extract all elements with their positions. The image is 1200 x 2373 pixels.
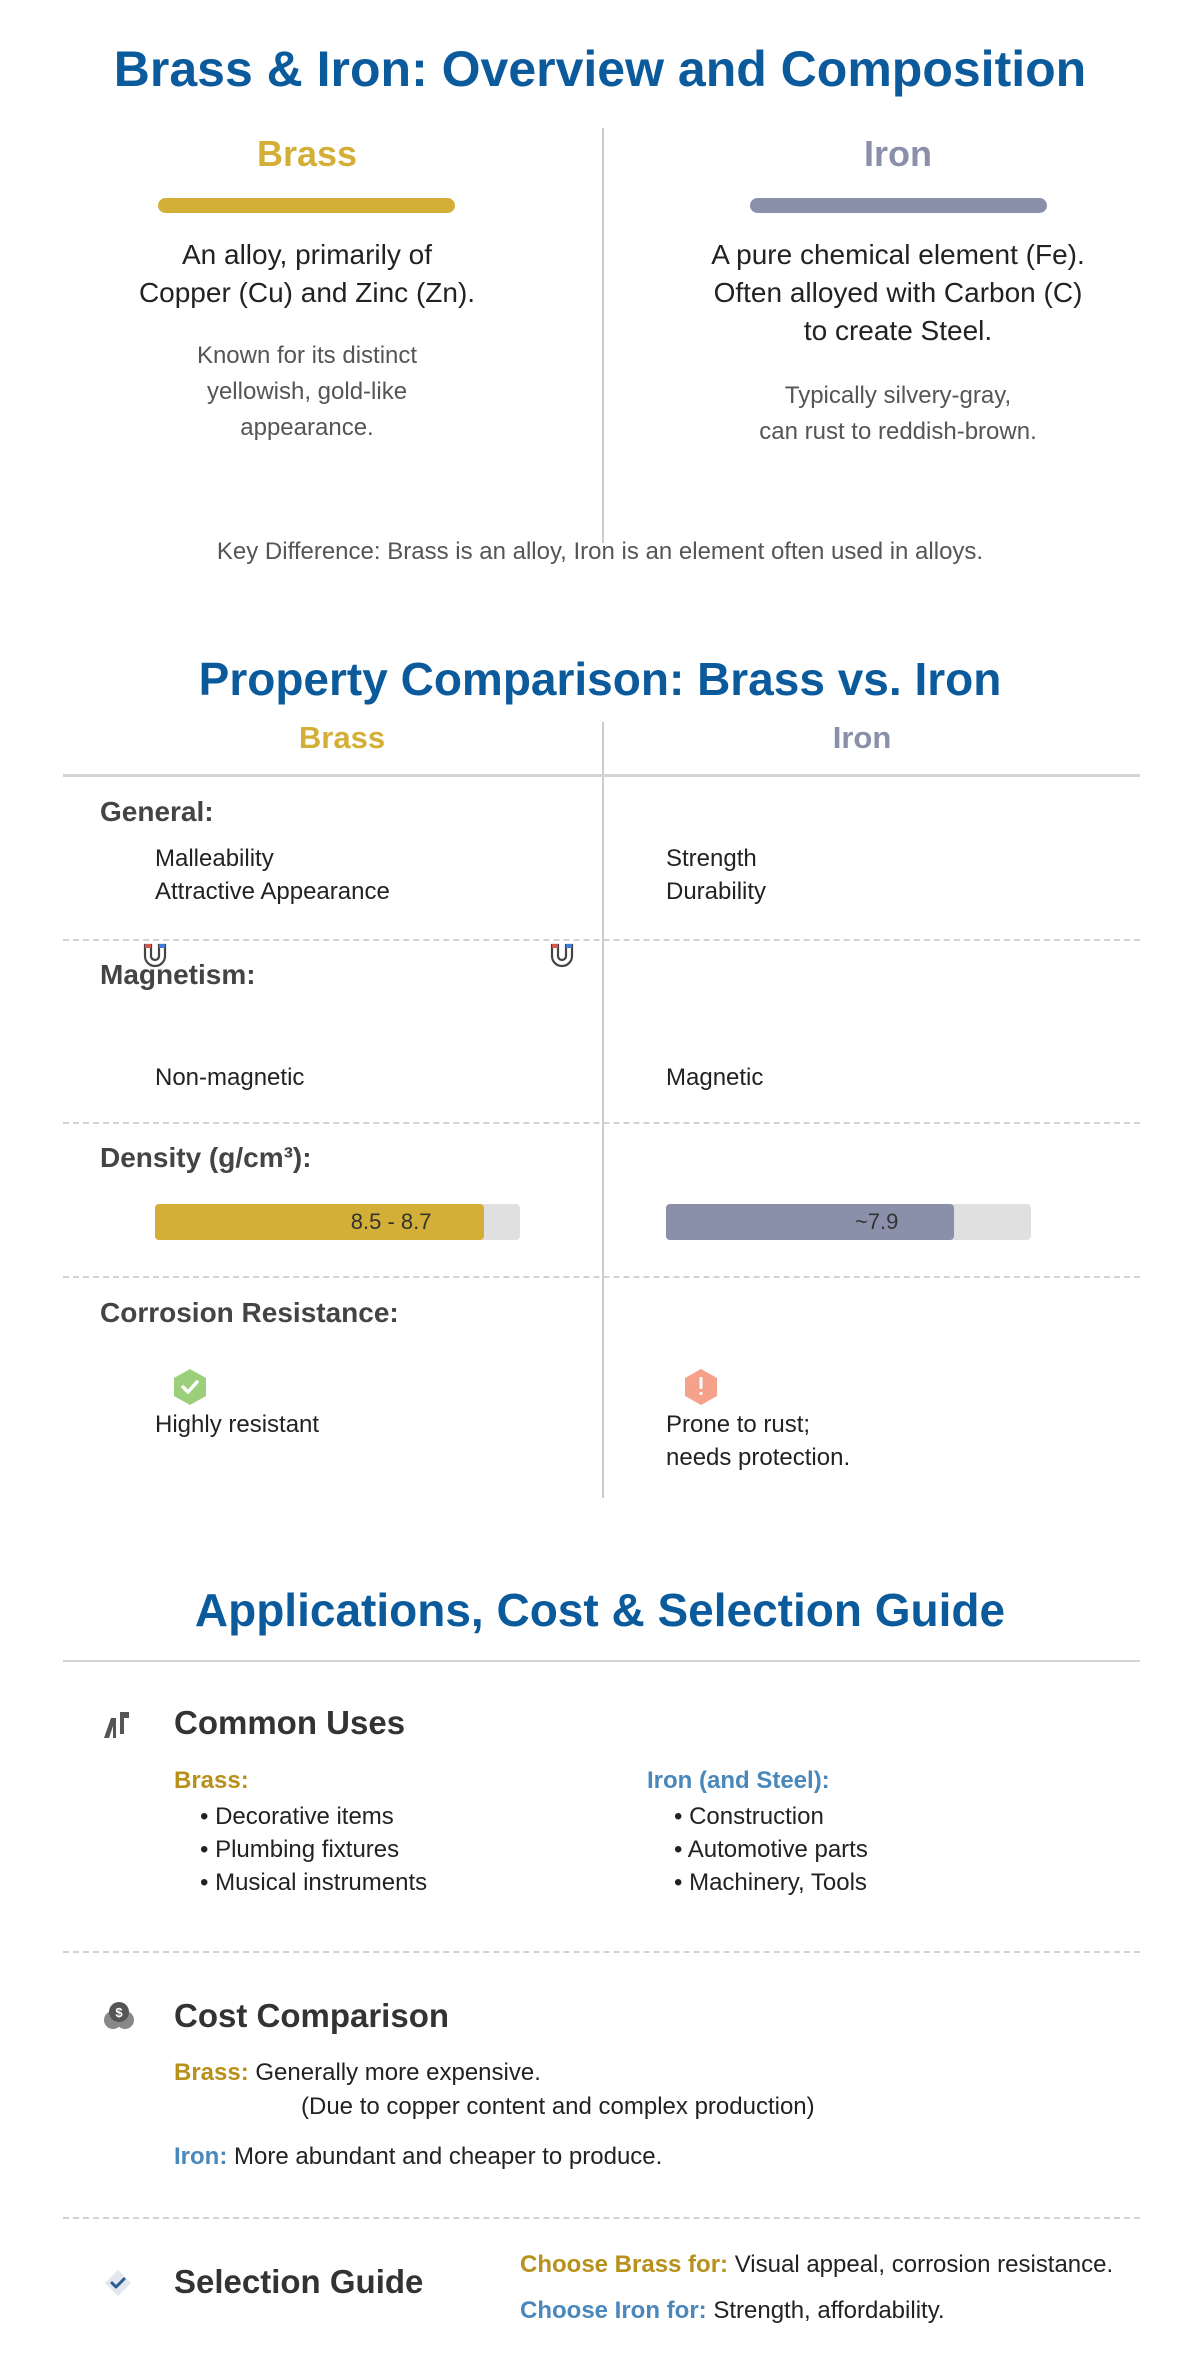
- section-divider: [63, 2217, 1140, 2219]
- iron-density-fill: ~7.9: [666, 1204, 955, 1240]
- cost-brass-note: (Due to copper content and complex produ…: [301, 2093, 815, 2120]
- list-item: • Plumbing fixtures: [200, 1836, 400, 1863]
- magnet-icon: [142, 942, 168, 970]
- uses-iron-label: Iron (and Steel):: [647, 1767, 830, 1794]
- list-item: • Musical instruments: [200, 1869, 428, 1896]
- brass-general-item: Malleability: [155, 845, 274, 872]
- corrosion-label: Corrosion Resistance:: [100, 1297, 399, 1328]
- iron-appearance: Typically silvery-gray, can rust to redd…: [648, 378, 1148, 450]
- brass-general-values: Malleability Attractive Appearance: [155, 842, 390, 908]
- list-item: • Automotive parts: [674, 1836, 868, 1863]
- overview-title: Brass & Iron: Overview and Composition: [113, 41, 1087, 97]
- checkmark-diamond-icon: [103, 2268, 133, 2298]
- section-divider: [63, 1951, 1140, 1953]
- iron-corrosion-line: Prone to rust;: [666, 1411, 811, 1438]
- choose-iron-label: Choose Iron for:: [520, 2297, 707, 2324]
- uses-brass-label: Brass:: [174, 1767, 249, 1794]
- magnet-icon: [549, 942, 575, 970]
- iron-general-values: Strength Durability: [666, 842, 766, 908]
- list-item: • Machinery, Tools: [674, 1869, 867, 1896]
- brass-appearance-line: yellowish, gold-like: [206, 378, 408, 405]
- choose-iron-line: Choose Iron for: Strength, affordability…: [520, 2297, 945, 2325]
- iron-description-line: A pure chemical element (Fe).: [711, 239, 1085, 270]
- iron-description-line: Often alloyed with Carbon (C): [713, 277, 1083, 308]
- brass-corrosion-value: Highly resistant: [155, 1411, 320, 1438]
- cost-brass-line: Brass: Generally more expensive.: [174, 2059, 541, 2087]
- cost-iron-line: Iron: More abundant and cheaper to produ…: [174, 2143, 662, 2171]
- iron-description-line: to create Steel.: [803, 315, 993, 346]
- brass-color-bar: [158, 198, 455, 213]
- comparison-divider: [602, 722, 604, 1498]
- cost-brass-text: Generally more expensive.: [255, 2059, 541, 2086]
- brass-description-line: Copper (Cu) and Zinc (Zn).: [138, 277, 476, 308]
- density-label: Density (g/cm³):: [100, 1142, 312, 1173]
- brass-description: An alloy, primarily of Copper (Cu) and Z…: [57, 236, 557, 312]
- brass-heading: Brass: [256, 133, 358, 174]
- iron-heading: Iron: [864, 133, 932, 174]
- cost-brass-label: Brass:: [174, 2059, 249, 2086]
- comparison-iron-heading: Iron: [832, 720, 892, 755]
- iron-description: A pure chemical element (Fe). Often allo…: [648, 236, 1148, 350]
- comparison-brass-heading: Brass: [298, 720, 386, 755]
- list-item: • Construction: [674, 1803, 824, 1830]
- key-difference: Key Difference: Brass is an alloy, Iron …: [216, 538, 984, 565]
- iron-corrosion-line: needs protection.: [666, 1444, 851, 1471]
- applications-title: Applications, Cost & Selection Guide: [194, 1584, 1006, 1636]
- overview-divider: [602, 128, 604, 543]
- svg-text:$: $: [115, 2005, 123, 2020]
- choose-brass-line: Choose Brass for: Visual appeal, corrosi…: [520, 2251, 1113, 2279]
- coins-icon: $: [102, 1998, 136, 2032]
- brass-appearance-line: Known for its distinct: [196, 342, 418, 369]
- brass-appearance-line: appearance.: [240, 414, 374, 441]
- brass-density-bar: 8.5 - 8.7: [155, 1204, 520, 1240]
- choose-brass-label: Choose Brass for:: [520, 2251, 729, 2278]
- tools-icon: [103, 1708, 135, 1740]
- cost-iron-text: More abundant and cheaper to produce.: [234, 2143, 663, 2170]
- iron-magnetism-value: Magnetic: [666, 1064, 764, 1091]
- general-label: General:: [100, 796, 214, 827]
- choose-iron-text: Strength, affordability.: [713, 2297, 945, 2324]
- brass-general-item: Attractive Appearance: [155, 878, 390, 905]
- cost-iron-label: Iron:: [174, 2143, 228, 2170]
- selection-title: Selection Guide: [174, 2263, 424, 2300]
- iron-appearance-line: can rust to reddish-brown.: [759, 418, 1037, 445]
- applications-rule: [63, 1660, 1140, 1662]
- iron-general-item: Strength: [666, 845, 757, 872]
- iron-density-value: ~7.9: [854, 1209, 899, 1234]
- row-divider: [63, 1122, 1140, 1124]
- iron-general-item: Durability: [666, 878, 767, 905]
- cost-title: Cost Comparison: [174, 1997, 450, 2034]
- list-item: • Decorative items: [200, 1803, 394, 1830]
- magnetism-label: Magnetism:: [100, 959, 256, 990]
- iron-color-bar: [750, 198, 1047, 213]
- warning-icon: [683, 1368, 719, 1406]
- row-divider: [63, 1276, 1140, 1278]
- common-uses-title: Common Uses: [174, 1704, 406, 1741]
- comparison-title: Property Comparison: Brass vs. Iron: [198, 653, 1002, 705]
- iron-uses-list: • Construction • Automotive parts • Mach…: [674, 1800, 868, 1899]
- brass-density-fill: 8.5 - 8.7: [155, 1204, 484, 1240]
- iron-appearance-line: Typically silvery-gray,: [784, 382, 1012, 409]
- iron-corrosion-value: Prone to rust; needs protection.: [666, 1408, 850, 1474]
- iron-density-bar: ~7.9: [666, 1204, 1031, 1240]
- brass-uses-list: • Decorative items • Plumbing fixtures •…: [200, 1800, 427, 1899]
- brass-description-line: An alloy, primarily of: [181, 239, 432, 270]
- brass-density-value: 8.5 - 8.7: [350, 1209, 432, 1234]
- comparison-header-rule: [63, 774, 1140, 777]
- choose-brass-text: Visual appeal, corrosion resistance.: [734, 2251, 1114, 2278]
- brass-appearance: Known for its distinct yellowish, gold-l…: [57, 338, 557, 446]
- check-shield-icon: [172, 1368, 208, 1406]
- row-divider: [63, 939, 1140, 941]
- brass-magnetism-value: Non-magnetic: [155, 1064, 305, 1091]
